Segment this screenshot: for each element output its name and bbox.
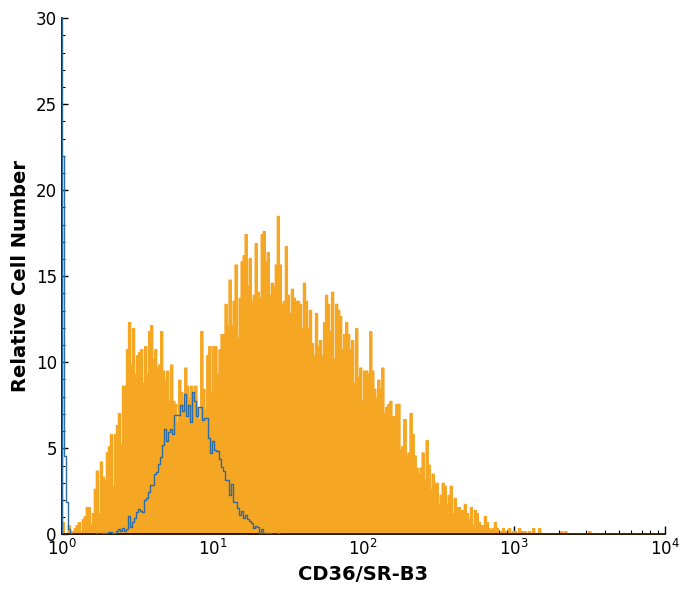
X-axis label: CD36/SR-B3: CD36/SR-B3 <box>299 565 428 584</box>
Y-axis label: Relative Cell Number: Relative Cell Number <box>11 160 30 392</box>
